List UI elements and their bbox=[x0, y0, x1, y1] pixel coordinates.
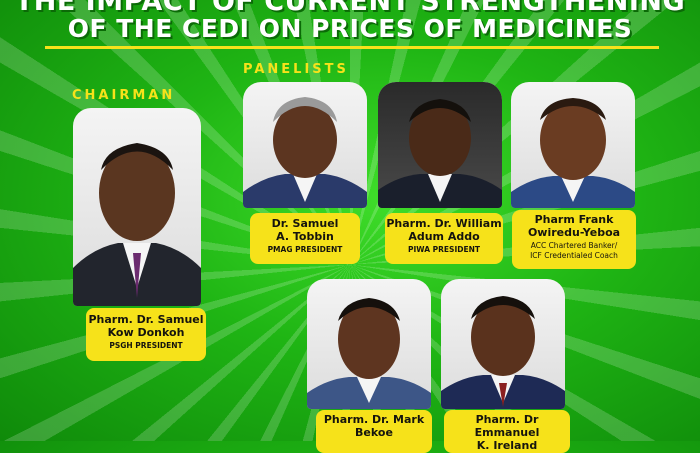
panelist-5-name-card: Pharm. Dr Emmanuel K. Ireland bbox=[444, 410, 570, 453]
chairman-photo bbox=[73, 108, 201, 306]
panelist-3-photo bbox=[511, 82, 635, 208]
panelist-4-name-line-1: Pharm. Dr. Mark bbox=[323, 413, 425, 426]
panelist-5-portrait-icon bbox=[441, 296, 565, 409]
chairman-role: PSGH PRESIDENT bbox=[109, 341, 183, 350]
panelist-3-role-line-1: ACC Chartered Banker/ bbox=[530, 241, 618, 250]
panelist-1-name-line-2: A. Tobbin bbox=[276, 230, 334, 243]
panelist-3-name-card: Pharm Frank Owiredu-Yeboa ACC Chartered … bbox=[512, 210, 636, 269]
panelist-2-portrait-icon bbox=[378, 99, 502, 208]
panelist-1-portrait-icon bbox=[243, 97, 367, 208]
panelist-3-portrait-icon bbox=[511, 98, 635, 208]
chairman-portrait-icon bbox=[73, 143, 201, 306]
panelist-4-portrait-icon bbox=[307, 298, 431, 409]
chairman-label: CHAIRMAN bbox=[72, 88, 176, 103]
panelist-4-name-line-2: Bekoe bbox=[355, 426, 393, 439]
chairman-name-line-1: Pharm. Dr. Samuel bbox=[88, 313, 204, 326]
chairman-name-card: Pharm. Dr. Samuel Kow Donkoh PSGH PRESID… bbox=[86, 308, 206, 361]
panelist-4-photo bbox=[307, 279, 431, 409]
title-underline bbox=[45, 46, 659, 49]
panelist-2-name-line-2: Adum Addo bbox=[408, 230, 480, 243]
panelist-3-name-line-1: Pharm Frank bbox=[534, 213, 614, 226]
panelist-5-photo bbox=[441, 279, 565, 409]
panelist-1-name-card: Dr. Samuel A. Tobbin PMAG PRESIDENT bbox=[250, 213, 360, 264]
title-line-1: THE IMPACT OF CURRENT STRENGTHENING bbox=[14, 0, 686, 17]
panelist-2-photo bbox=[378, 82, 502, 208]
panelist-3-role-line-2: ICF Credentialed Coach bbox=[530, 251, 618, 260]
panelist-5-name-line-1: Pharm. Dr Emmanuel bbox=[474, 413, 540, 439]
panelist-1-photo bbox=[243, 82, 367, 208]
title-line-2: OF THE CEDI ON PRICES OF MEDICINES bbox=[67, 14, 633, 43]
panelist-3-name-line-2: Owiredu-Yeboa bbox=[527, 226, 621, 239]
panelist-2-name-card: Pharm. Dr. William Adum Addo PIWA PRESID… bbox=[385, 213, 503, 264]
chairman-name-line-2: Kow Donkoh bbox=[107, 326, 185, 339]
panelist-2-role: PIWA PRESIDENT bbox=[408, 245, 480, 254]
panelist-1-role: PMAG PRESIDENT bbox=[267, 245, 343, 254]
panelist-2-name-line-1: Pharm. Dr. William bbox=[386, 217, 502, 230]
panelist-1-name-line-1: Dr. Samuel bbox=[271, 217, 339, 230]
panelist-4-name-card: Pharm. Dr. Mark Bekoe bbox=[316, 410, 432, 453]
panelists-label: PANELISTS bbox=[243, 62, 349, 77]
